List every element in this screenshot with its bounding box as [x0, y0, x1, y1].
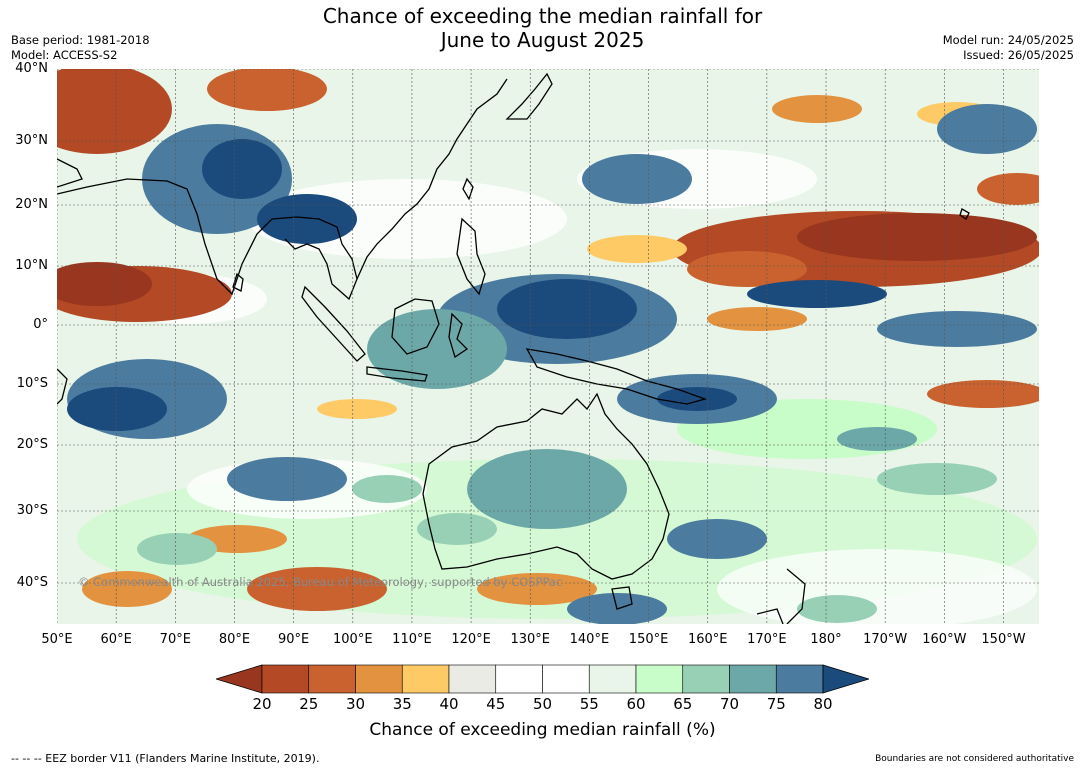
longitude-label: 170°E	[747, 632, 787, 647]
latitude-label: 0°	[33, 317, 48, 332]
colorbar-segment	[355, 664, 403, 694]
longitude-label: 170°W	[863, 632, 908, 647]
eez-border-legend: -- -- -- EEZ border V11 (Flanders Marine…	[11, 752, 320, 765]
longitude-label: 160°W	[922, 632, 967, 647]
colorbar-segment	[495, 664, 543, 694]
colorbar-tick-label: 70	[719, 695, 740, 713]
colorbar-high-arrow	[822, 664, 869, 694]
latitude-label: 10°S	[16, 376, 48, 391]
model-name: Model: ACCESS-S2	[11, 48, 118, 62]
latitude-label: 10°N	[15, 258, 48, 273]
title-line-2: June to August 2025	[440, 28, 645, 52]
latitude-label: 20°S	[16, 437, 48, 452]
boundaries-disclaimer: Boundaries are not considered authoritat…	[875, 754, 1074, 764]
colorbar-tick-label: 75	[766, 695, 786, 713]
copyright-notice: © Commonwealth of Australia 2025, Bureau…	[78, 575, 563, 589]
meta-left: Base period: 1981-2018 Model: ACCESS-S2	[11, 33, 150, 63]
colorbar-segment	[588, 664, 637, 694]
colorbar-low-arrow	[216, 664, 263, 694]
base-period: Base period: 1981-2018	[11, 33, 150, 47]
latitude-label: 20°N	[15, 197, 48, 212]
longitude-label: 50°E	[41, 632, 73, 647]
longitude-label: 140°E	[569, 632, 610, 647]
colorbar-segment	[542, 664, 590, 694]
longitude-label: 80°E	[218, 632, 251, 647]
colorbar-tick-label: 55	[579, 695, 599, 713]
graticule	[57, 69, 1039, 624]
colorbar-tick-label: 20	[252, 695, 272, 713]
longitude-label: 60°E	[100, 632, 132, 647]
longitude-label: 70°E	[159, 632, 191, 647]
colorbar-tick-label: 25	[299, 695, 319, 713]
longitude-label: 130°E	[510, 632, 551, 647]
colorbar	[216, 664, 869, 694]
colorbar-segment	[401, 664, 450, 694]
latitude-label: 40°N	[15, 61, 48, 76]
longitude-label: 90°E	[277, 632, 310, 647]
colorbar-tick-label: 35	[392, 695, 412, 713]
colorbar-segment	[682, 664, 730, 694]
colorbar-tick-label: 40	[439, 695, 459, 713]
colorbar-segment	[729, 664, 777, 694]
colorbar-segment	[635, 664, 684, 694]
title-line-1: Chance of exceeding the median rainfall …	[322, 4, 763, 28]
longitude-label: 150°W	[981, 632, 1026, 647]
rainfall-fields	[57, 69, 1039, 624]
longitude-label: 100°E	[333, 632, 373, 647]
longitude-label: 180°	[810, 632, 842, 647]
map-canvas	[57, 69, 1039, 624]
issued-date: Issued: 26/05/2025	[963, 48, 1074, 62]
colorbar-segment	[448, 664, 497, 694]
longitude-label: 160°E	[687, 632, 728, 647]
colorbar-tick-label: 60	[626, 695, 646, 713]
model-run: Model run: 24/05/2025	[942, 33, 1074, 47]
colorbar-segment	[775, 664, 824, 694]
colorbar-tick-label: 50	[532, 695, 553, 713]
latitude-label: 30°S	[16, 503, 48, 518]
latitude-label: 30°N	[15, 133, 48, 148]
colorbar-segment	[308, 664, 356, 694]
colorbar-label: Chance of exceeding median rainfall (%)	[369, 720, 716, 740]
longitude-label: 110°E	[392, 632, 432, 647]
colorbar-tick-label: 30	[345, 695, 366, 713]
map-title: Chance of exceeding the median rainfall …	[0, 4, 1085, 52]
coastlines	[57, 72, 970, 624]
longitude-label: 150°E	[628, 632, 669, 647]
latitude-label: 40°S	[16, 575, 48, 590]
colorbar-segment	[261, 664, 310, 694]
colorbar-tick-label: 65	[673, 695, 693, 713]
meta-right: Model run: 24/05/2025 Issued: 26/05/2025	[943, 33, 1074, 63]
colorbar-tick-label: 80	[813, 695, 833, 713]
colorbar-tick-label: 45	[486, 695, 506, 713]
longitude-label: 120°E	[451, 632, 491, 647]
rainfall-map	[57, 69, 1039, 624]
